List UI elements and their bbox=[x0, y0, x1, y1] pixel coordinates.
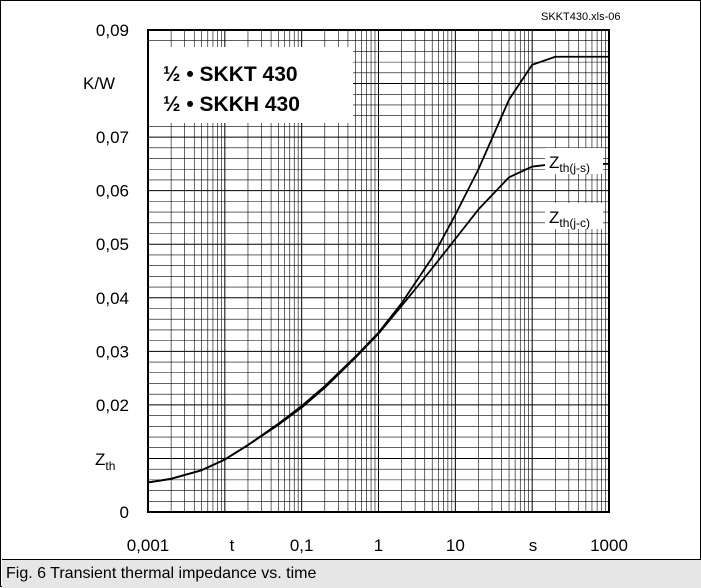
x-tick-label: 10 bbox=[446, 536, 465, 555]
plot-border bbox=[147, 29, 610, 513]
y-axis-name: Zth bbox=[95, 450, 115, 473]
series-label-jc: Zth(j-c) bbox=[549, 208, 590, 230]
series-label-js: Zth(j-s) bbox=[549, 153, 590, 175]
x-tick-label: 1000 bbox=[590, 536, 628, 555]
y-tick-label: 0,03 bbox=[96, 342, 129, 361]
y-tick-label: 0,09 bbox=[96, 21, 129, 40]
x-axis-name: t bbox=[230, 536, 235, 555]
y-tick-label: 0,04 bbox=[96, 289, 129, 308]
x-tick-label: 0,001 bbox=[127, 536, 170, 555]
legend-line-1: ½ • SKKT 430 bbox=[163, 63, 298, 86]
series-label-bg-js bbox=[545, 148, 603, 174]
x-tick-label: 0,1 bbox=[290, 536, 314, 555]
y-tick-label: 0 bbox=[120, 503, 129, 522]
series-line-1 bbox=[147, 162, 609, 484]
chart-curves bbox=[147, 55, 609, 484]
file-reference: SKKT430.xls-06 bbox=[541, 11, 620, 23]
x-tick-label: 1 bbox=[374, 536, 383, 555]
series-label-bg-jc bbox=[545, 203, 603, 229]
y-tick-label: 0,07 bbox=[96, 128, 129, 147]
x-unit-label: s bbox=[529, 536, 538, 555]
y-tick-label: 0,02 bbox=[96, 396, 129, 415]
caption-bar: Fig. 6 Transient thermal impedance vs. t… bbox=[2, 559, 701, 588]
y-tick-label: 0,06 bbox=[96, 182, 129, 201]
y-tick-label: 0,05 bbox=[96, 235, 129, 254]
legend-line-2: ½ • SKKH 430 bbox=[163, 93, 300, 116]
chart-tick-labels: 0,001 0,1 1 10 1000 0 0,02 0,03 0,04 0,05 0,06 0,07… bbox=[96, 21, 628, 555]
y-unit-label: K/W bbox=[83, 74, 115, 93]
thermal-impedance-chart: 0,001 0,1 1 10 1000 0 0,02 0,03 0,04 0,05 0,06 0,07… bbox=[83, 11, 628, 555]
legend-box bbox=[148, 47, 353, 123]
figure-caption: Fig. 6 Transient thermal impedance vs. t… bbox=[6, 565, 317, 582]
